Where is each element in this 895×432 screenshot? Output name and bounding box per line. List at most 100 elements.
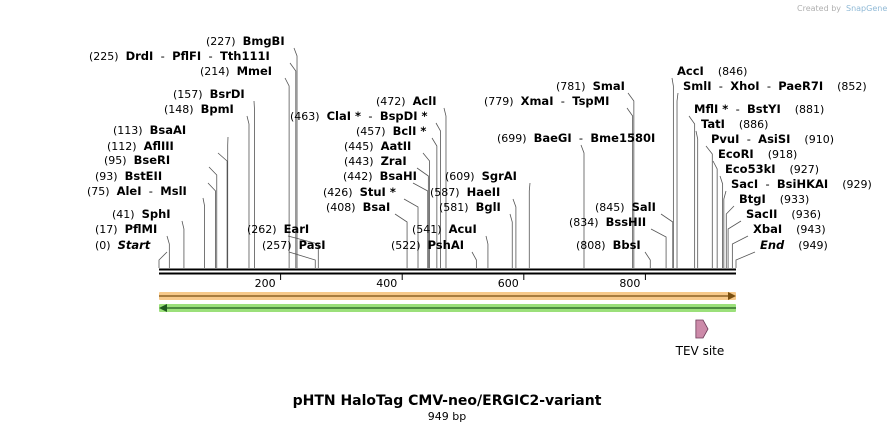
restriction-site-label: (148) BpmI bbox=[164, 102, 234, 116]
enzyme-name: SgrAI bbox=[482, 169, 517, 183]
enzyme-name: XbaI bbox=[753, 222, 782, 236]
leader-line bbox=[731, 235, 749, 268]
leader-line bbox=[246, 115, 250, 268]
restriction-site-label: End (949) bbox=[760, 238, 828, 252]
leader-lines bbox=[158, 47, 756, 268]
site-position: (943) bbox=[782, 223, 826, 236]
restriction-site-label: (445) AatII bbox=[344, 139, 411, 153]
site-position: (113) bbox=[113, 124, 150, 137]
leader-line bbox=[471, 251, 477, 268]
site-label-text: (442) BsaHI bbox=[343, 169, 417, 183]
leader-line bbox=[412, 182, 429, 268]
leader-line bbox=[181, 220, 185, 268]
enzyme-name: PflMI bbox=[125, 222, 158, 236]
site-position: (445) bbox=[344, 140, 381, 153]
restriction-site-label: (75) AleI - MslI bbox=[87, 184, 187, 198]
enzyme-name: Tth111I bbox=[220, 49, 270, 63]
leader-line bbox=[735, 251, 756, 268]
site-position: (75) bbox=[87, 185, 117, 198]
enzyme-name: BbsI bbox=[613, 238, 641, 252]
enzyme-name: SmaI bbox=[593, 79, 625, 93]
leader-line bbox=[650, 228, 667, 268]
enzyme-name: XhoI bbox=[730, 79, 759, 93]
enzyme-name: AccI bbox=[677, 64, 704, 78]
site-name-separator: - bbox=[728, 102, 747, 116]
leader-line bbox=[512, 198, 517, 268]
restriction-site-label: EcoRI (918) bbox=[718, 147, 797, 161]
enzyme-name: SphI bbox=[142, 207, 171, 221]
site-name-separator: - bbox=[572, 131, 591, 145]
leader-line bbox=[435, 122, 441, 268]
site-position: (779) bbox=[484, 95, 521, 108]
restriction-site-label: (442) BsaHI bbox=[343, 169, 417, 183]
site-position: (95) bbox=[104, 154, 134, 167]
site-label-text: (522) PshAI bbox=[391, 238, 464, 252]
leader-line bbox=[208, 166, 218, 268]
site-label-text: (225) DrdI - PflFI - Tth111I bbox=[89, 49, 270, 63]
site-position: (936) bbox=[777, 208, 821, 221]
leader-line bbox=[626, 107, 634, 268]
site-position: (834) bbox=[569, 216, 606, 229]
restriction-site-label: (522) PshAI bbox=[391, 238, 464, 252]
feature-tracks: TEV site bbox=[159, 292, 736, 358]
leader-line bbox=[580, 144, 585, 268]
enzyme-name: BtgI bbox=[739, 192, 766, 206]
site-label-text: (214) MmeI bbox=[200, 64, 272, 78]
site-position: (881) bbox=[781, 103, 825, 116]
site-position: (808) bbox=[576, 239, 613, 252]
restriction-site-label: (472) AclI bbox=[376, 94, 437, 108]
restriction-site-label: (157) BsrDI bbox=[173, 87, 245, 101]
forward-feature-arrowhead bbox=[728, 292, 736, 300]
enzyme-name: PshAI bbox=[428, 238, 464, 252]
enzyme-name: PvuI bbox=[711, 132, 739, 146]
enzyme-name: PflFI bbox=[172, 49, 201, 63]
site-name-separator: - bbox=[758, 177, 777, 191]
leader-line bbox=[416, 167, 429, 268]
leader-line bbox=[688, 115, 696, 268]
reverse-feature-arrowhead bbox=[159, 304, 167, 312]
enzyme-name: BsaI bbox=[363, 200, 391, 214]
map-title: pHTN HaloTag CMV-neo/ERGIC2-variant bbox=[293, 393, 602, 409]
restriction-site-label: MflI * - BstYI (881) bbox=[694, 102, 824, 116]
site-label-text: (609) SgrAI bbox=[445, 169, 517, 183]
site-label-text: (0) Start bbox=[95, 238, 151, 252]
site-position: (541) bbox=[412, 223, 449, 236]
leader-line bbox=[528, 182, 531, 268]
site-label-text: (257) PasI bbox=[262, 238, 326, 252]
restriction-site-label: (779) XmaI - TspMI bbox=[484, 94, 609, 108]
restriction-site-label: (112) AflIII bbox=[107, 139, 174, 153]
restriction-site-label: (463) ClaI * - BspDI * bbox=[290, 109, 428, 123]
restriction-site-label: (0) Start bbox=[95, 238, 151, 252]
site-label-text: (262) EarI bbox=[247, 222, 309, 236]
enzyme-name: BstEII bbox=[125, 169, 163, 183]
enzyme-name: BsiHKAI bbox=[777, 177, 828, 191]
restriction-site-label: (541) AcuI bbox=[412, 222, 477, 236]
restriction-site-label: (113) BsaAI bbox=[113, 123, 186, 137]
enzyme-name: BseRI bbox=[134, 153, 171, 167]
restriction-site-label: (17) PflMI bbox=[95, 222, 157, 236]
site-position: (93) bbox=[95, 170, 125, 183]
site-position: (41) bbox=[112, 208, 142, 221]
site-position: (227) bbox=[206, 35, 243, 48]
site-label-text: (472) AclI bbox=[376, 94, 437, 108]
site-position: (443) bbox=[344, 155, 381, 168]
site-name-separator: - bbox=[739, 132, 758, 146]
site-position: (846) bbox=[704, 65, 748, 78]
enzyme-name: BsrDI bbox=[210, 87, 245, 101]
leader-line bbox=[403, 198, 419, 268]
site-position: (581) bbox=[439, 201, 476, 214]
site-name-separator: - bbox=[361, 109, 380, 123]
site-position: (112) bbox=[107, 140, 144, 153]
site-position: (852) bbox=[823, 80, 867, 93]
site-position: (225) bbox=[89, 50, 126, 63]
restriction-site-label: BtgI (933) bbox=[739, 192, 809, 206]
site-position: (472) bbox=[376, 95, 413, 108]
restriction-site-label: AccI (846) bbox=[677, 64, 747, 78]
site-position: (426) bbox=[323, 186, 360, 199]
tick-label: 800 bbox=[619, 277, 640, 290]
enzyme-name: BclI * bbox=[393, 124, 427, 138]
enzyme-name: BspDI * bbox=[380, 109, 428, 123]
leader-line bbox=[695, 130, 699, 268]
restriction-site-label: SmlI - XhoI - PaeR7I (852) bbox=[683, 79, 867, 93]
